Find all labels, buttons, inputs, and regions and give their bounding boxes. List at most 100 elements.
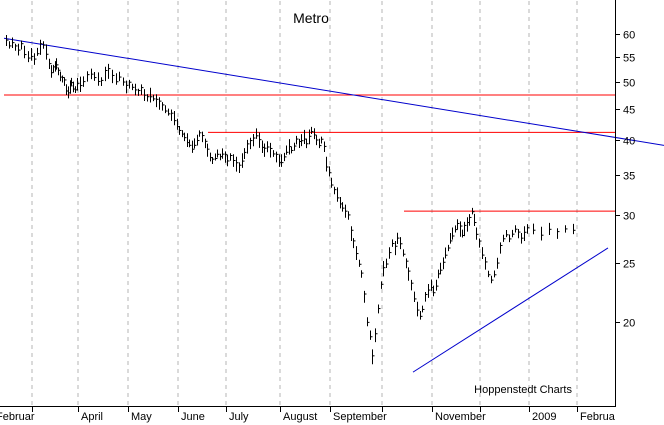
price-bar [6, 35, 9, 46]
price-bar [174, 111, 177, 126]
price-bar [319, 138, 322, 149]
price-bar [70, 80, 73, 94]
price-bar [518, 228, 521, 239]
price-bar [80, 76, 83, 92]
y-tick-label: 30 [623, 211, 635, 223]
price-bar [123, 77, 126, 86]
price-bar [205, 138, 208, 149]
price-bar [403, 249, 406, 257]
price-bar [236, 156, 239, 172]
price-bar [400, 237, 403, 250]
x-tick-label: May [131, 411, 152, 423]
price-bar [469, 214, 472, 226]
price-bar [488, 270, 491, 278]
price-bar [276, 151, 279, 163]
price-bar [225, 151, 228, 163]
price-bar [337, 187, 340, 202]
price-bar [476, 227, 479, 240]
price-bar [411, 279, 414, 291]
price-bar [105, 66, 108, 82]
price-bar [485, 256, 488, 270]
price-bar [361, 270, 364, 278]
price-bar [521, 233, 524, 244]
price-bar [311, 126, 314, 134]
price-bar [171, 109, 174, 121]
price-bar [491, 275, 494, 284]
price-bar [372, 349, 375, 365]
price-bar [474, 213, 477, 226]
price-bar [144, 89, 147, 102]
price-bar [428, 283, 431, 298]
price-bar [267, 141, 270, 153]
price-bar [286, 145, 289, 155]
price-bar [259, 132, 262, 148]
price-bar [314, 128, 317, 140]
price-bar [450, 233, 453, 244]
y-tick-label: 20 [623, 318, 635, 330]
price-bar [479, 238, 482, 248]
horizontal-red-lines [4, 94, 615, 212]
price-bar [353, 238, 356, 249]
price-bar [242, 153, 245, 168]
price-bar [443, 257, 446, 270]
price-bar [515, 225, 518, 233]
price-bar [291, 146, 294, 154]
price-bar [549, 222, 552, 236]
price-bar [165, 105, 168, 114]
price-bar [202, 131, 205, 143]
price-bar [247, 139, 250, 154]
price-bar [217, 149, 220, 158]
price-bar [162, 102, 165, 111]
price-bar [296, 135, 299, 145]
price-bar [233, 154, 236, 167]
price-bar [256, 128, 259, 139]
price-bar [541, 226, 544, 241]
price-bar [395, 241, 398, 256]
price-bar [244, 148, 247, 160]
price-bar [472, 207, 475, 215]
price-bar [533, 223, 536, 235]
price-bar [433, 285, 436, 297]
x-tick-label: 2009 [532, 411, 556, 423]
price-bar [417, 301, 420, 317]
price-bar [448, 244, 451, 252]
y-axis-ticks: 20 25 30 35 40 45 50 55 60 [615, 30, 635, 330]
price-bar [565, 225, 568, 233]
price-bar [150, 87, 153, 103]
y-tick-label: 60 [623, 30, 635, 42]
price-bar [364, 290, 367, 303]
price-bar [250, 137, 253, 150]
price-bar [425, 292, 428, 302]
price-bar [512, 229, 515, 238]
price-bar [112, 69, 115, 84]
price-bar [289, 139, 292, 155]
y-tick-label: 50 [623, 78, 635, 90]
price-bar [207, 143, 210, 157]
price-bar [334, 186, 337, 195]
price-bar [408, 267, 411, 281]
price-bar [464, 221, 467, 237]
price-bar [87, 71, 90, 82]
chart-title: Metro [293, 10, 329, 26]
price-bar [147, 94, 150, 102]
price-bar [189, 139, 192, 148]
price-bar [194, 138, 197, 149]
x-tick-label: November [435, 411, 486, 423]
x-tick-label: July [229, 411, 249, 423]
price-bar [420, 310, 423, 320]
price-bar [414, 291, 417, 303]
price-bar [199, 130, 202, 137]
price-bar [497, 257, 500, 269]
price-bar [159, 97, 162, 110]
trend-line-downtrend [3, 37, 664, 146]
price-bar [348, 211, 351, 220]
price-bar [239, 162, 242, 174]
price-bar [156, 94, 159, 108]
price-bar [101, 77, 104, 87]
price-bar [56, 58, 59, 70]
y-tick-label: 25 [623, 259, 635, 271]
price-bar [21, 40, 24, 50]
price-bar [509, 234, 512, 243]
x-tick-label: August [283, 411, 317, 423]
